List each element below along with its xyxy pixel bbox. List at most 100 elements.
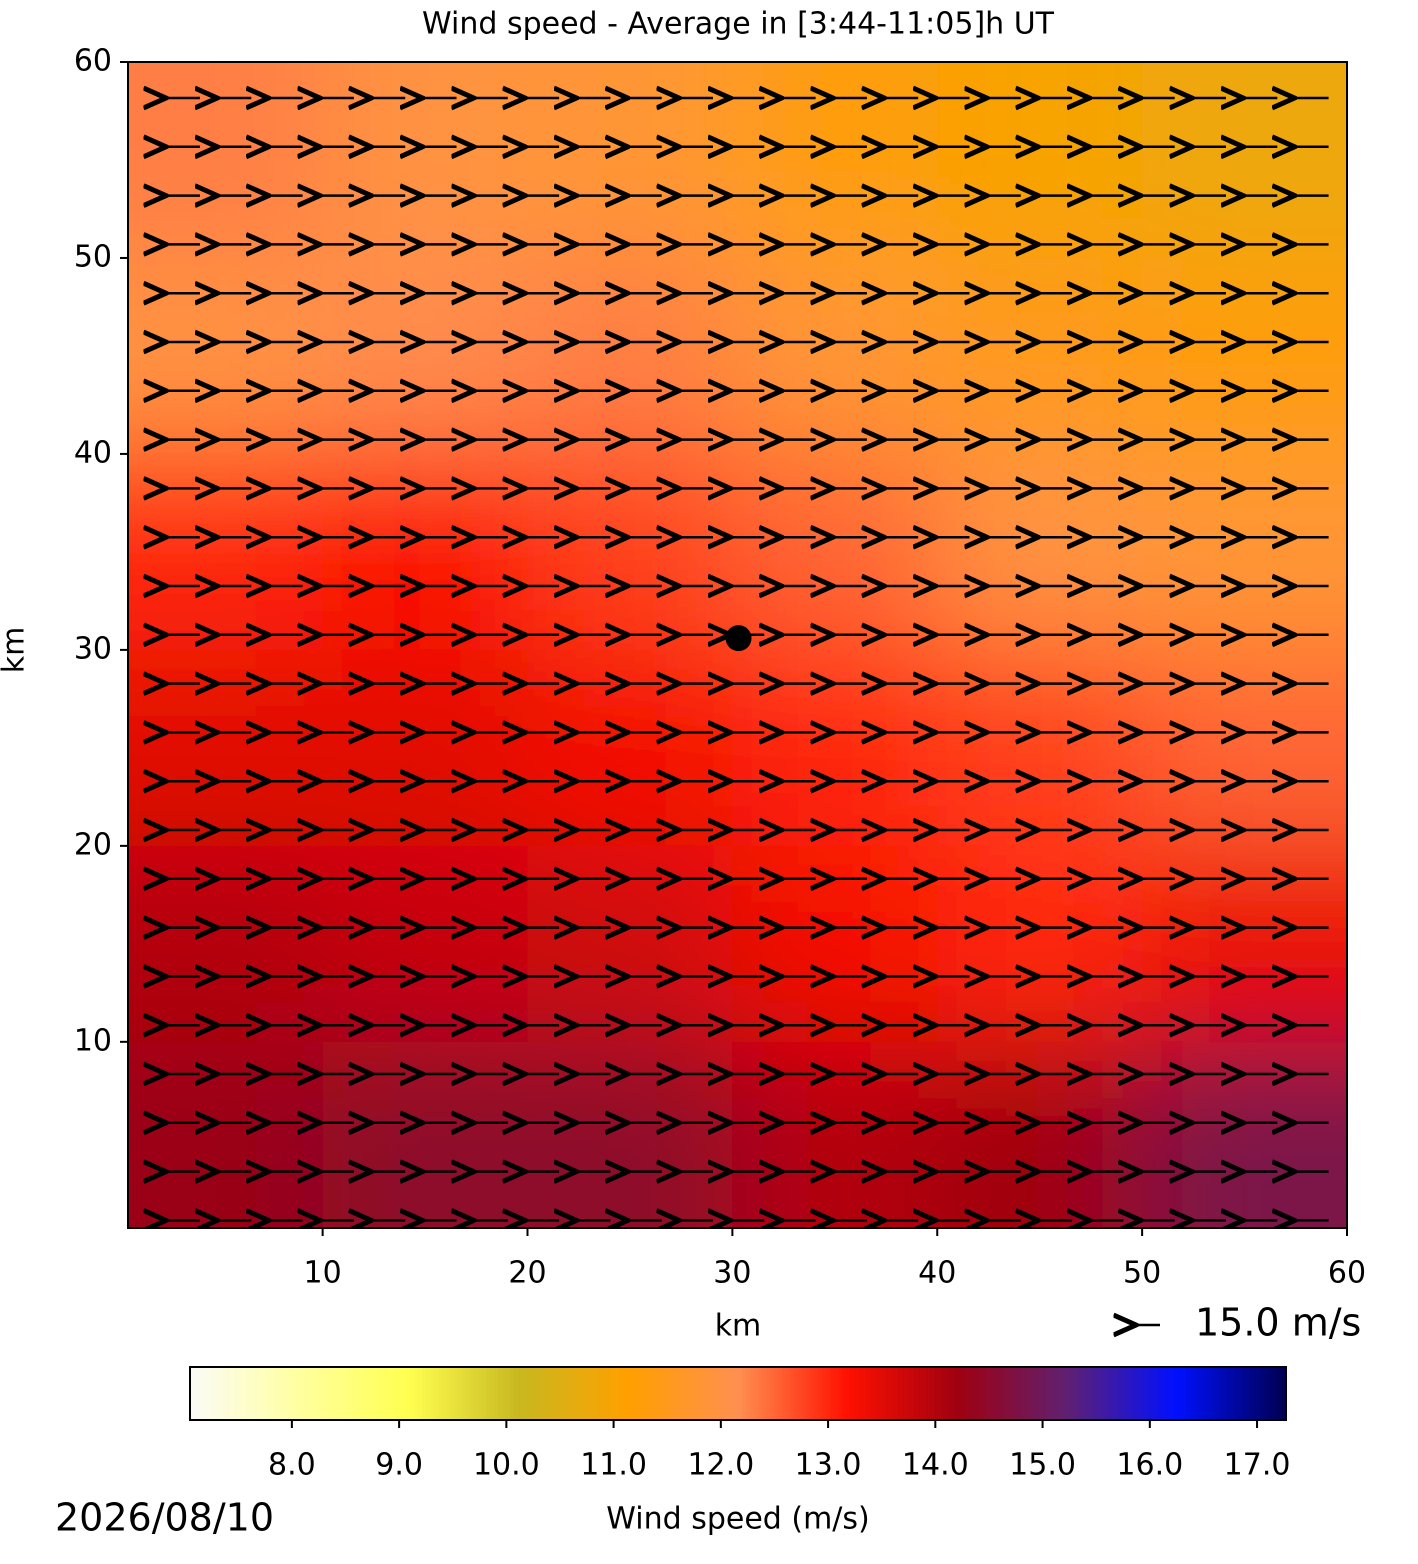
colorbar-swatch [1074,1367,1079,1420]
colorbar-swatch [970,1367,975,1420]
colorbar-swatch [846,1367,851,1420]
colorbar-swatch [250,1367,255,1420]
colorbar-swatch [318,1367,323,1420]
colorbar-swatch [662,1367,667,1420]
colorbar-tick-label: 8.0 [268,1448,316,1483]
colorbar-swatch [282,1367,287,1420]
colorbar-swatch [842,1367,847,1420]
date: 2026/08/10 [55,1496,274,1540]
colorbar-swatch [938,1367,943,1420]
colorbar-swatch [1006,1367,1011,1420]
colorbar-swatch [666,1367,671,1420]
colorbar-swatch [434,1367,439,1420]
colorbar-swatch [410,1367,415,1420]
colorbar-swatch [358,1367,363,1420]
colorbar-swatch [862,1367,867,1420]
colorbar-swatch [630,1367,635,1420]
colorbar-swatch [1218,1367,1223,1420]
colorbar-swatch [890,1367,895,1420]
colorbar-swatch [834,1367,839,1420]
colorbar-swatch [438,1367,443,1420]
colorbar-swatch [442,1367,447,1420]
colorbar-swatch [1106,1367,1111,1420]
colorbar-swatch [1022,1367,1027,1420]
colorbar-swatch [478,1367,483,1420]
colorbar-swatch [822,1367,827,1420]
colorbar-swatch [594,1367,599,1420]
colorbar-swatch [462,1367,467,1420]
colorbar-swatch [446,1367,451,1420]
colorbar-swatch [1274,1367,1279,1420]
colorbar-swatch [634,1367,639,1420]
colorbar-swatch [378,1367,383,1420]
colorbar-swatch [306,1367,311,1420]
colorbar-swatch [314,1367,319,1420]
colorbar-swatch [1170,1367,1175,1420]
colorbar-swatch [730,1367,735,1420]
colorbar-swatch [1282,1367,1287,1420]
colorbar-swatch [882,1367,887,1420]
colorbar-swatch [570,1367,575,1420]
colorbar-swatch [962,1367,967,1420]
colorbar-swatch [1038,1367,1043,1420]
colorbar-swatch [382,1367,387,1420]
colorbar-swatch [1046,1367,1051,1420]
colorbar-swatch [458,1367,463,1420]
colorbar-swatch [738,1367,743,1420]
colorbar-swatch [606,1367,611,1420]
field-cell [322,649,529,847]
colorbar-swatch [706,1367,711,1420]
field-cell [1142,257,1347,455]
colorbar-swatch [598,1367,603,1420]
colorbar-swatch [546,1367,551,1420]
y-tick-label: 10 [74,1023,112,1058]
colorbar-swatch [926,1367,931,1420]
colorbar-swatch [450,1367,455,1420]
colorbar-swatch [798,1367,803,1420]
colorbar-swatch [966,1367,971,1420]
colorbar-swatch [1018,1367,1023,1420]
colorbar-swatch [466,1367,471,1420]
colorbar-swatch [470,1367,475,1420]
colorbar-swatch [1110,1367,1115,1420]
colorbar-swatch [454,1367,459,1420]
colorbar-swatch [1102,1367,1107,1420]
colorbar-tick-label: 11.0 [580,1448,647,1483]
field-cell [527,453,734,651]
colorbar-swatch [1230,1367,1235,1420]
colorbar-swatch [918,1367,923,1420]
colorbar-swatch [794,1367,799,1420]
colorbar-swatch [1138,1367,1143,1420]
colorbar-swatch [414,1367,419,1420]
colorbar-swatch [1178,1367,1183,1420]
site-marker [725,625,752,652]
colorbar-swatch [682,1367,687,1420]
colorbar-swatch [914,1367,919,1420]
field-cell [322,257,529,455]
colorbar-swatch [1062,1367,1067,1420]
colorbar-swatch [1142,1367,1147,1420]
colorbar-swatch [618,1367,623,1420]
colorbar-swatch [426,1367,431,1420]
colorbar-swatch [1050,1367,1055,1420]
colorbar-swatch [346,1367,351,1420]
colorbar-swatch [610,1367,615,1420]
colorbar-swatch [1126,1367,1131,1420]
colorbar-swatch [1166,1367,1171,1420]
colorbar-swatch [658,1367,663,1420]
field-cell [128,649,324,847]
colorbar-swatch [1194,1367,1199,1420]
colorbar-swatch [1058,1367,1063,1420]
colorbar-swatch [718,1367,723,1420]
colorbar-swatch [298,1367,303,1420]
colorbar-swatch [1222,1367,1227,1420]
colorbar-swatch [278,1367,283,1420]
colorbar-swatch [1270,1367,1275,1420]
colorbar-swatch [590,1367,595,1420]
y-tick-label: 20 [74,827,112,862]
field-cell [527,257,734,455]
colorbar-swatch [418,1367,423,1420]
colorbar-swatch [230,1367,235,1420]
colorbar-swatch [1190,1367,1195,1420]
colorbar-swatch [902,1367,907,1420]
